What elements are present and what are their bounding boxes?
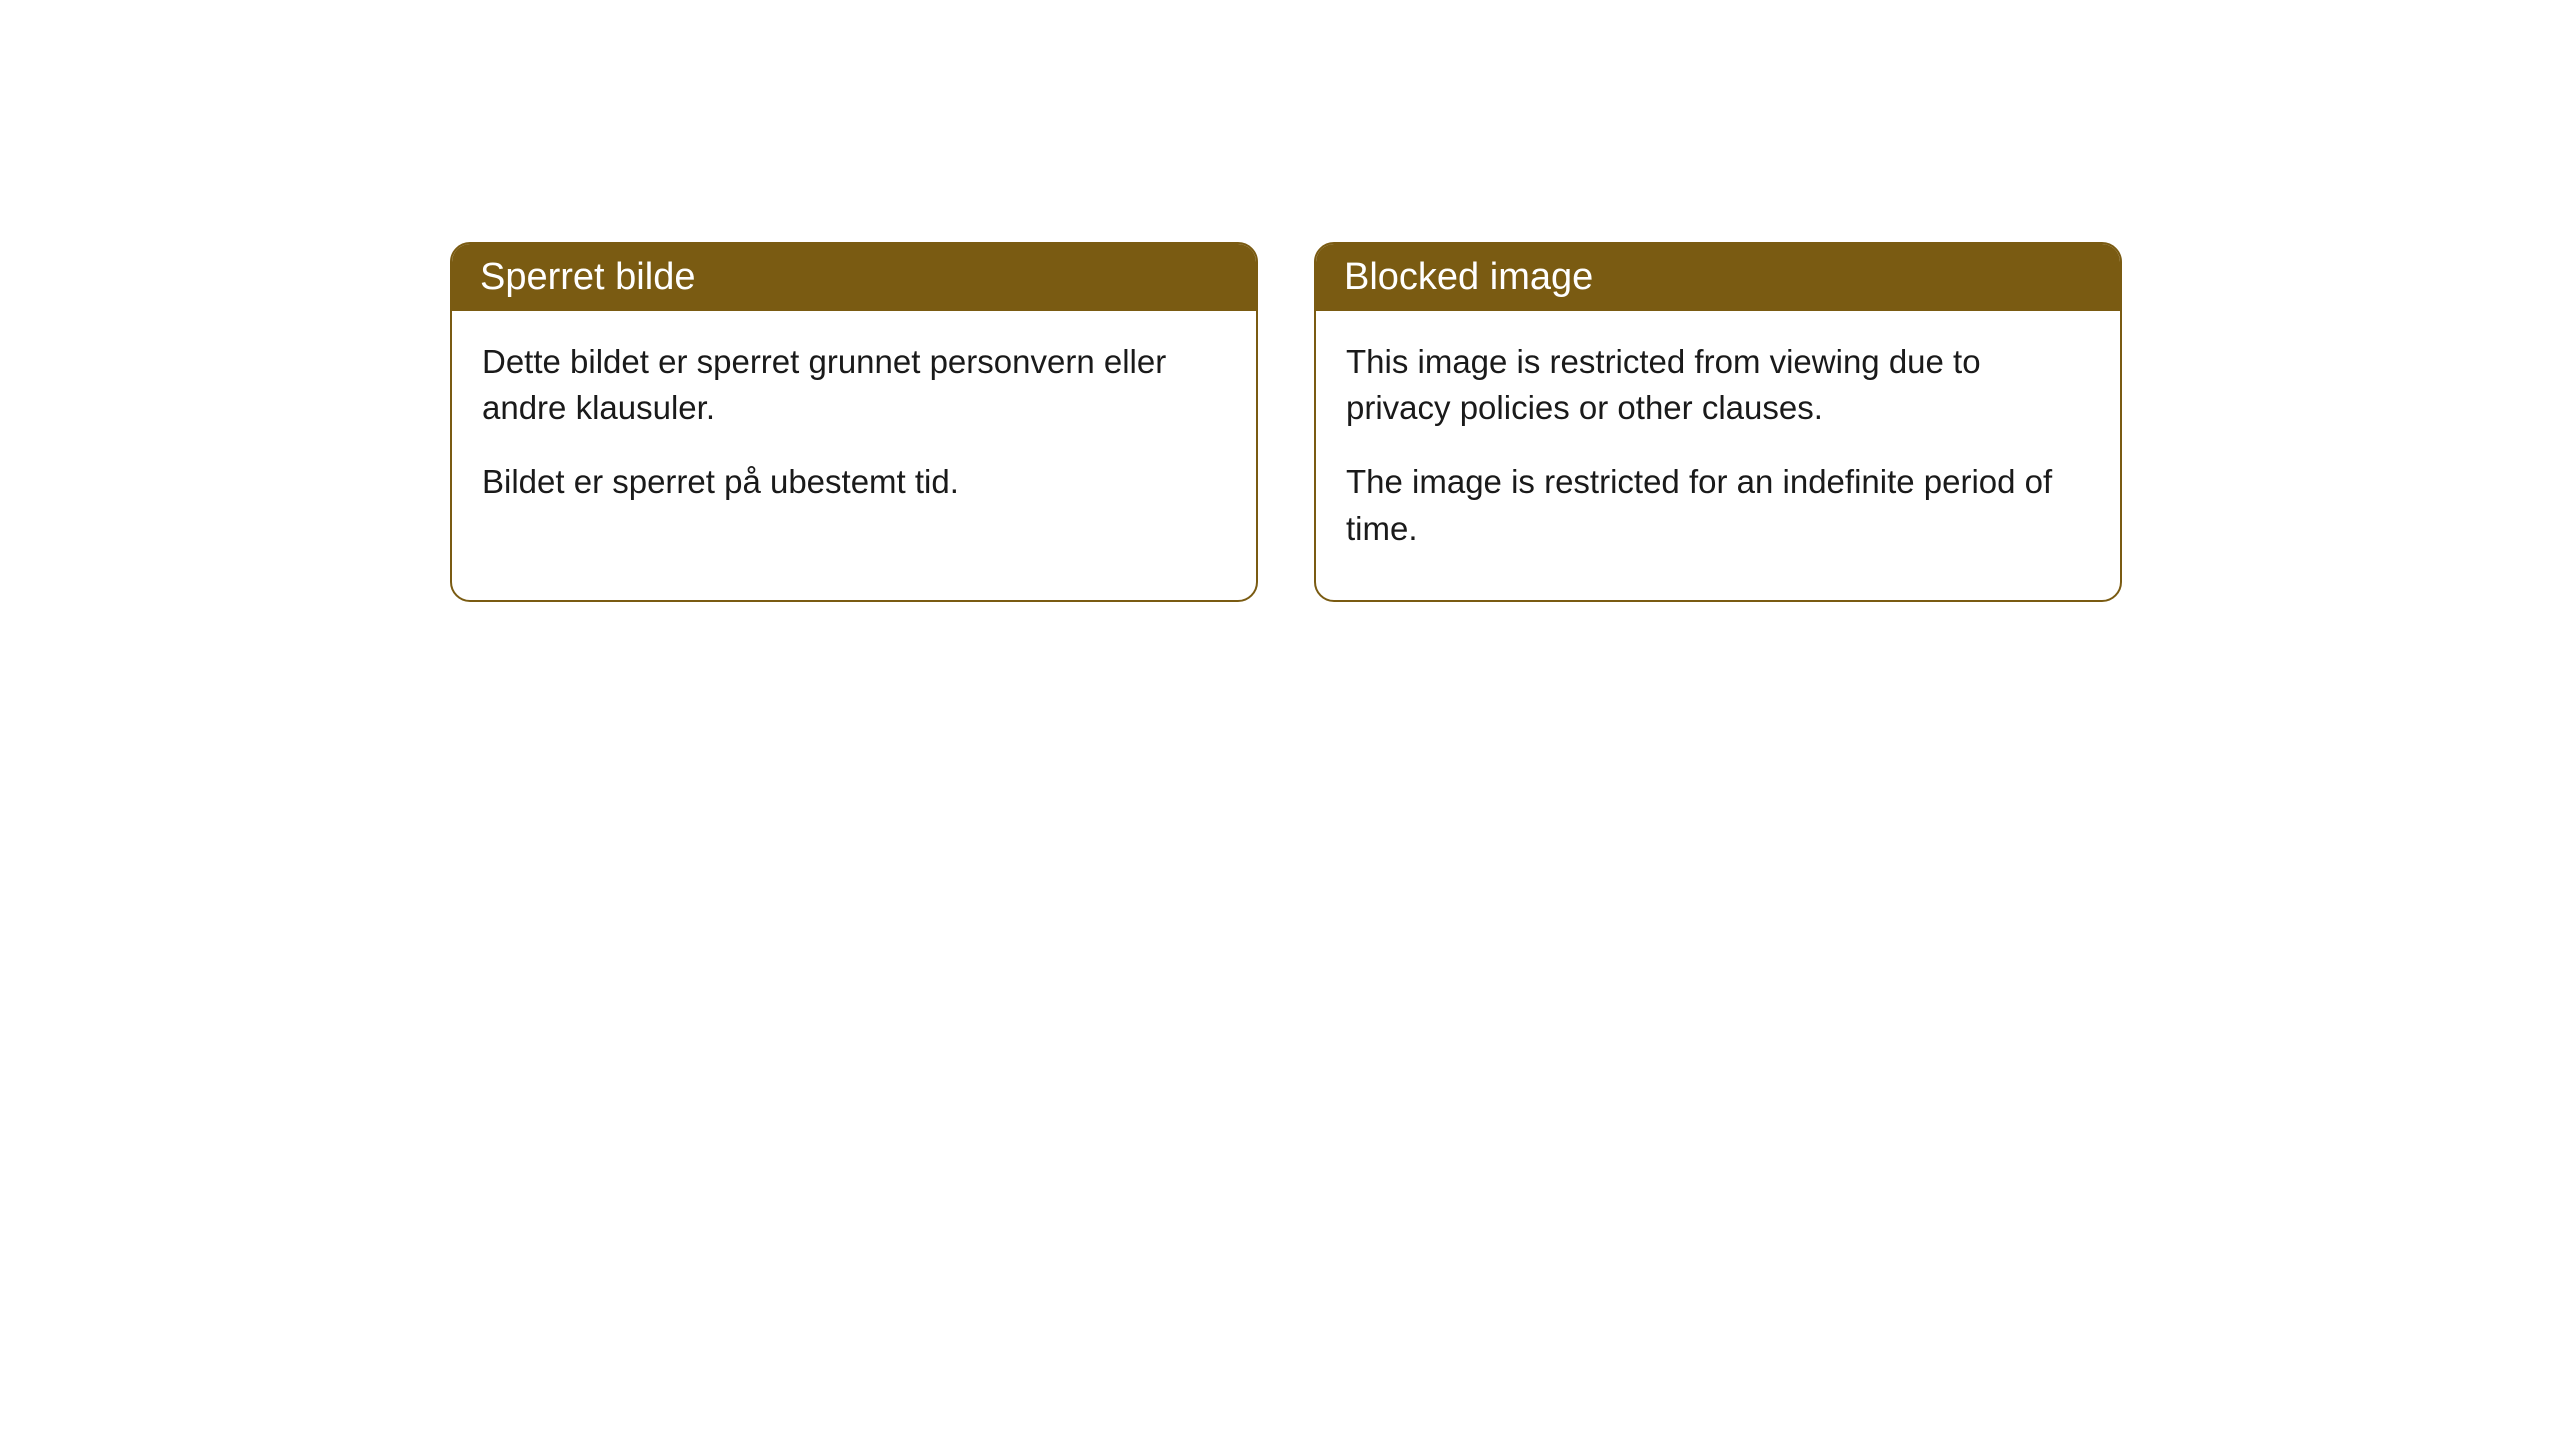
card-paragraph-2: The image is restricted for an indefinit… <box>1346 459 2090 551</box>
card-body-english: This image is restricted from viewing du… <box>1316 311 2120 600</box>
card-paragraph-1: This image is restricted from viewing du… <box>1346 339 2090 431</box>
card-paragraph-1: Dette bildet er sperret grunnet personve… <box>482 339 1226 431</box>
notice-card-norwegian: Sperret bilde Dette bildet er sperret gr… <box>450 242 1258 602</box>
card-paragraph-2: Bildet er sperret på ubestemt tid. <box>482 459 1226 505</box>
card-title-english: Blocked image <box>1316 244 2120 311</box>
card-title-norwegian: Sperret bilde <box>452 244 1256 311</box>
card-body-norwegian: Dette bildet er sperret grunnet personve… <box>452 311 1256 554</box>
notice-card-english: Blocked image This image is restricted f… <box>1314 242 2122 602</box>
notice-cards-container: Sperret bilde Dette bildet er sperret gr… <box>450 242 2122 602</box>
